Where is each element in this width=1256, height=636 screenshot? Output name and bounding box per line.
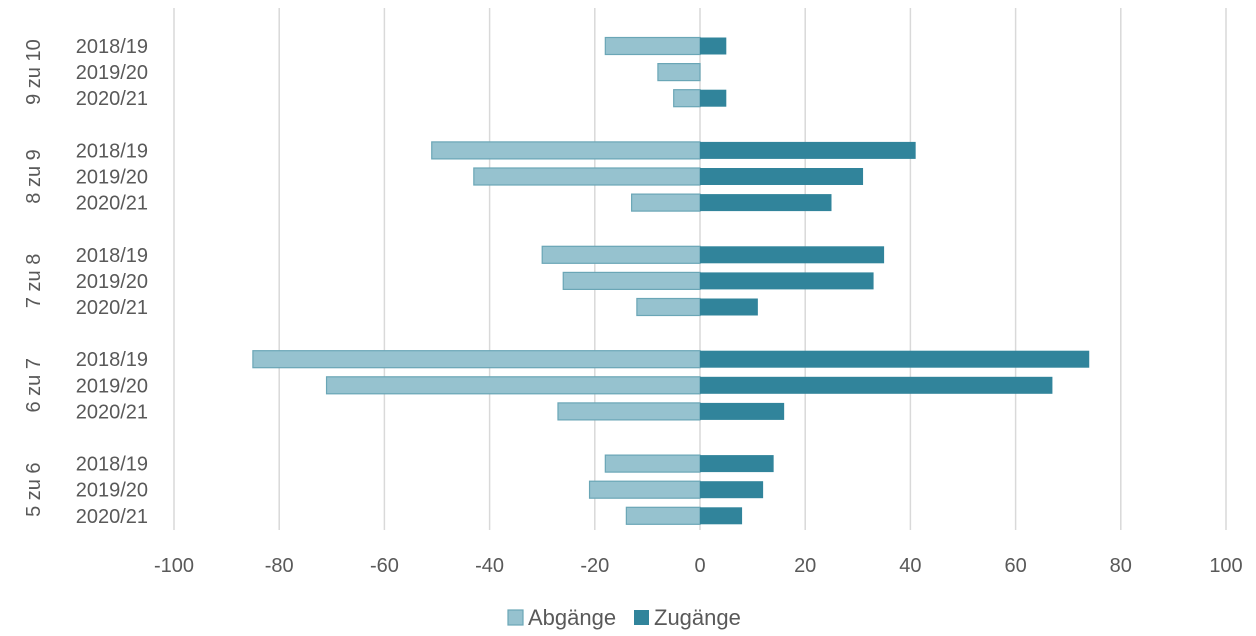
category-label: 2020/21 bbox=[76, 88, 148, 110]
category-label: 2018/19 bbox=[76, 36, 148, 58]
bar-abgaenge bbox=[252, 350, 701, 369]
x-tick-label: -40 bbox=[475, 555, 504, 577]
bar-zugaenge bbox=[700, 298, 758, 316]
group-labels: 9 zu 10 8 zu 9 7 zu 8 6 zu 7 5 zu 6 bbox=[23, 39, 45, 517]
bar-zugaenge bbox=[700, 507, 743, 525]
group-label: 9 zu 10 bbox=[23, 39, 45, 105]
bar-abgaenge bbox=[431, 141, 701, 160]
category-label: 2020/21 bbox=[76, 193, 148, 215]
x-tick-label: 0 bbox=[694, 555, 705, 577]
bar-zugaenge bbox=[700, 376, 1053, 394]
bar-abgaenge bbox=[588, 480, 701, 499]
x-tick-label: 60 bbox=[1004, 555, 1026, 577]
bar-abgaenge bbox=[625, 506, 701, 525]
category-label: 2020/21 bbox=[76, 401, 148, 423]
bars bbox=[252, 36, 1090, 525]
x-tick-label: 20 bbox=[794, 555, 816, 577]
bar-abgaenge bbox=[604, 454, 701, 473]
bar-abgaenge bbox=[631, 193, 701, 212]
group-label: 8 zu 9 bbox=[23, 149, 45, 203]
bar-abgaenge bbox=[473, 167, 701, 186]
category-label: 2019/20 bbox=[76, 375, 148, 397]
bar-abgaenge bbox=[541, 245, 701, 264]
bar-abgaenge bbox=[673, 89, 701, 108]
x-tick-label: -20 bbox=[580, 555, 609, 577]
bar-abgaenge bbox=[557, 402, 701, 421]
bar-zugaenge bbox=[700, 89, 727, 107]
x-tick-label: -100 bbox=[154, 555, 194, 577]
x-tick-label: 80 bbox=[1110, 555, 1132, 577]
legend-zugaenge-swatch bbox=[634, 610, 649, 625]
category-label: 2018/19 bbox=[76, 454, 148, 476]
bar-zugaenge bbox=[700, 37, 727, 55]
bar-zugaenge bbox=[700, 350, 1090, 368]
legend-abgaenge-label: Abgänge bbox=[528, 605, 616, 630]
bar-abgaenge bbox=[657, 62, 701, 82]
legend: Abgänge Zugänge bbox=[507, 605, 741, 630]
bar-zugaenge bbox=[700, 194, 832, 212]
category-label: 2018/19 bbox=[76, 245, 148, 267]
category-label: 2019/20 bbox=[76, 480, 148, 502]
x-tick-label: 100 bbox=[1209, 555, 1242, 577]
legend-zugaenge-label: Zugänge bbox=[654, 605, 741, 630]
bar-zugaenge bbox=[700, 246, 885, 264]
bar-zugaenge bbox=[700, 272, 874, 290]
category-label: 2020/21 bbox=[76, 506, 148, 528]
x-tick-label: -80 bbox=[265, 555, 294, 577]
category-label: 2019/20 bbox=[76, 167, 148, 189]
category-labels: 2018/19 2019/20 2020/21 2018/19 2019/20 2020/… bbox=[76, 36, 148, 528]
bar-abgaenge bbox=[604, 36, 701, 56]
legend-abgaenge-swatch bbox=[507, 609, 524, 626]
group-label: 7 zu 8 bbox=[23, 254, 45, 308]
gridlines bbox=[173, 8, 1227, 530]
bar-abgaenge bbox=[325, 376, 701, 395]
bar-zugaenge bbox=[700, 141, 916, 159]
group-label: 6 zu 7 bbox=[23, 358, 45, 412]
bar-abgaenge bbox=[636, 297, 701, 317]
x-axis-tick-labels: -100 -80 -60 -40 -20 0 20 40 60 80 100 bbox=[154, 555, 1243, 577]
category-label: 2019/20 bbox=[76, 62, 148, 84]
category-label: 2018/19 bbox=[76, 140, 148, 162]
bar-zugaenge bbox=[700, 402, 785, 420]
bar-zugaenge bbox=[700, 455, 774, 473]
x-tick-label: -60 bbox=[370, 555, 399, 577]
bar-zugaenge bbox=[700, 168, 864, 185]
group-label: 5 zu 6 bbox=[23, 462, 45, 516]
x-tick-label: 40 bbox=[899, 555, 921, 577]
category-label: 2020/21 bbox=[76, 297, 148, 319]
category-label: 2019/20 bbox=[76, 271, 148, 293]
bar-zugaenge bbox=[700, 481, 764, 499]
bar-abgaenge bbox=[562, 271, 701, 290]
category-label: 2018/19 bbox=[76, 349, 148, 371]
